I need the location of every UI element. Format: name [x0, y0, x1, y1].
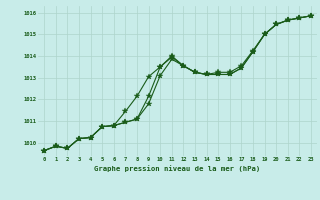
X-axis label: Graphe pression niveau de la mer (hPa): Graphe pression niveau de la mer (hPa): [94, 165, 261, 172]
